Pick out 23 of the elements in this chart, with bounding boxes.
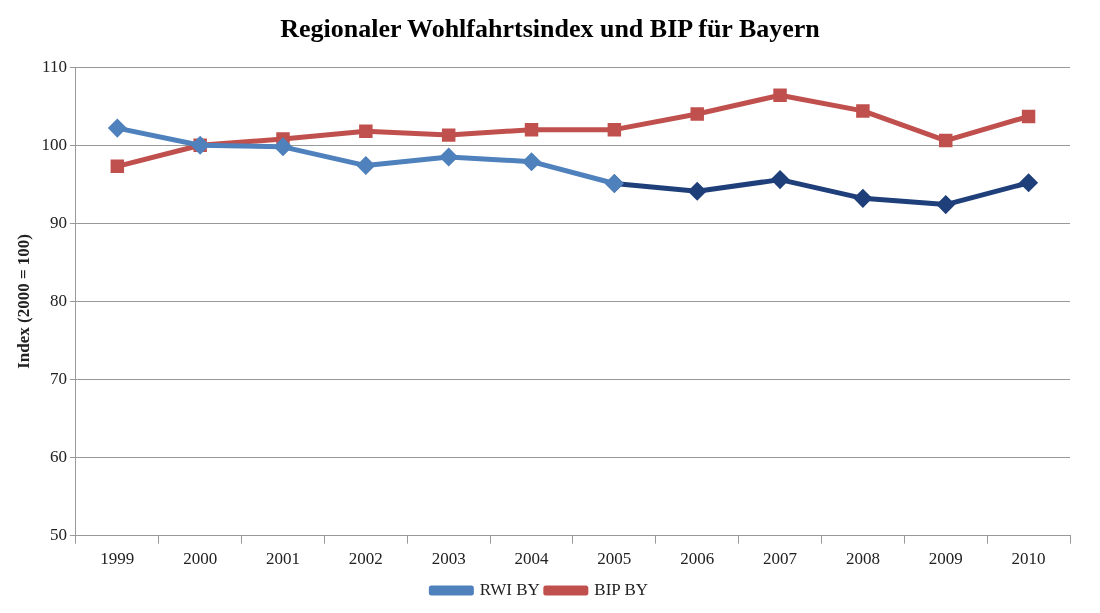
x-tick-label: 2009 (928, 549, 963, 569)
x-tick-label: 2005 (597, 549, 632, 569)
chart-title: Regionaler Wohlfahrtsindex und BIP für Bayern (279, 14, 821, 45)
y-tick-label: 110 (42, 56, 67, 76)
y-axis-title: Index (2000 = 100) (13, 233, 33, 369)
x-tick-label: 2000 (183, 549, 218, 569)
x-tick-label: 2008 (845, 549, 880, 569)
legend-label: RWI BY (479, 579, 540, 599)
y-tick-label: 60 (49, 447, 67, 466)
x-tick-label: 2006 (680, 549, 715, 569)
x-tick-label: 2002 (348, 549, 383, 569)
x-tick-label: 2010 (1011, 549, 1046, 569)
y-tick-label: 50 (49, 525, 67, 545)
x-tick-label: 2003 (431, 549, 466, 569)
x-tick-label: 2004 (514, 549, 550, 569)
x-tick-label: 2007 (763, 549, 798, 569)
x-tick-label: 1999 (100, 549, 135, 569)
y-tick-label: 80 (49, 290, 67, 310)
x-tick-label: 2001 (266, 549, 300, 569)
y-tick-label: 100 (41, 134, 67, 154)
y-tick-label: 70 (49, 368, 67, 388)
y-tick-label: 90 (49, 212, 67, 232)
legend-label: BIP BY (594, 579, 649, 599)
